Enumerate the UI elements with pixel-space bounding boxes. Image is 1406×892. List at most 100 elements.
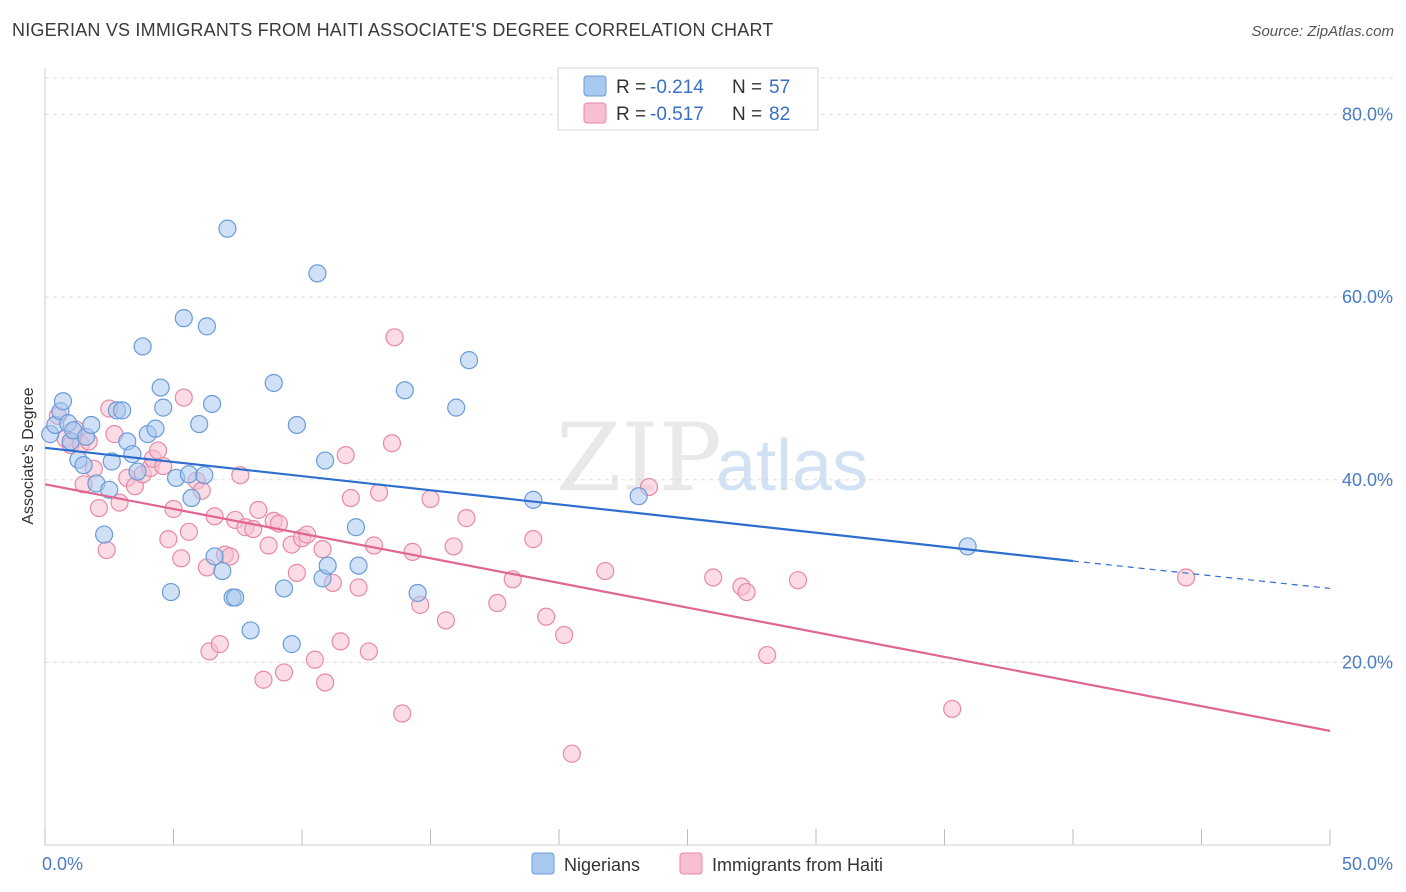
haiti-point-57 [370, 483, 389, 502]
chart-title: NIGERIAN VS IMMIGRANTS FROM HAITI ASSOCI… [12, 20, 774, 40]
nigerian-point-14 [102, 452, 121, 471]
nigerian-point-45 [316, 451, 335, 470]
bottom-legend-swatch-haiti [679, 852, 703, 875]
legend-r-label-1: R = [616, 77, 646, 98]
legend-swatch-haiti [583, 102, 607, 124]
nigerian-point-25 [161, 582, 181, 602]
legend-r-value-2: -0.517 [650, 104, 704, 125]
nigerian-point-41 [274, 579, 294, 598]
nigerian-point-51 [408, 583, 427, 603]
haiti-point-67 [488, 593, 507, 613]
nigerian-point-12 [95, 525, 114, 544]
nigerian-points [41, 219, 977, 654]
nigerian-point-29 [182, 488, 201, 508]
nigerian-point-33 [202, 394, 222, 414]
haiti-trend-line [44, 483, 1331, 732]
haiti-point-51 [331, 632, 350, 651]
nigerian-point-47 [318, 556, 337, 575]
nigerian-point-22 [146, 419, 165, 438]
haiti-point-75 [704, 568, 723, 587]
haiti-point-69 [524, 530, 543, 549]
haiti-point-55 [359, 642, 378, 661]
haiti-point-65 [444, 537, 463, 556]
legend-n-label-2: N = [732, 104, 762, 125]
nigerian-point-49 [349, 556, 368, 575]
nigerian-point-36 [218, 219, 237, 238]
haiti-points [48, 328, 1196, 763]
nigerian-point-3 [53, 392, 73, 411]
y-tick-label-60: 60.0% [1342, 287, 1393, 307]
haiti-point-71 [555, 625, 574, 645]
haiti-point-44 [287, 563, 306, 582]
nigerian-point-35 [213, 561, 232, 581]
nigerian-point-44 [308, 264, 327, 283]
haiti-point-42 [274, 663, 294, 682]
nigerian-point-24 [154, 398, 173, 417]
y-tick-label-80: 80.0% [1342, 105, 1393, 125]
x-tick-label-max: 50.0% [1342, 854, 1393, 874]
haiti-point-53 [341, 488, 360, 508]
haiti-point-39 [259, 536, 278, 555]
haiti-point-61 [403, 542, 422, 561]
nigerian-point-55 [629, 487, 648, 506]
haiti-point-9 [97, 540, 116, 560]
haiti-point-24 [179, 522, 199, 541]
legend-swatch-nigerians [583, 75, 607, 97]
y-tick-label-40: 40.0% [1342, 470, 1393, 490]
x-axis-ticks [44, 829, 1331, 845]
haiti-point-47 [305, 650, 324, 669]
nigerian-point-52 [447, 398, 466, 417]
nigerian-trend-extension [1072, 560, 1331, 590]
y-axis-label: Associate's Degree [20, 387, 37, 524]
haiti-point-77 [737, 582, 756, 602]
nigerian-point-48 [346, 518, 366, 537]
haiti-point-30 [210, 635, 229, 654]
haiti-point-22 [172, 549, 191, 568]
nigerian-point-39 [241, 621, 260, 640]
legend-n-label-1: N = [732, 77, 762, 98]
nigerian-point-34 [205, 547, 224, 566]
watermark-atlas: atlas [716, 426, 868, 506]
x-tick-label-min: 0.0% [42, 854, 83, 874]
legend-box: R = -0.214 N = 57 R = -0.517 N = 82 [557, 67, 819, 131]
nigerian-trend-line [44, 446, 1074, 563]
haiti-point-37 [249, 500, 268, 519]
nigerian-point-16 [112, 401, 132, 420]
nigerian-point-43 [287, 415, 306, 435]
haiti-point-34 [231, 466, 250, 485]
haiti-point-38 [254, 670, 273, 689]
nigerian-point-13 [100, 480, 119, 499]
chart-source: Source: ZipAtlas.com [1251, 23, 1394, 40]
legend-n-value-2: 82 [769, 104, 790, 125]
nigerian-point-42 [282, 635, 301, 654]
legend-r-label-2: R = [616, 104, 646, 125]
nigerian-point-38 [226, 588, 245, 607]
nigerian-point-50 [395, 381, 414, 400]
bottom-legend-label-nigerians: Nigerians [564, 855, 640, 875]
nigerian-point-56 [958, 537, 977, 556]
trend-lines [44, 446, 1331, 732]
haiti-point-18 [148, 441, 168, 460]
nigerian-point-20 [133, 337, 152, 356]
haiti-point-72 [562, 744, 581, 763]
nigerian-point-27 [174, 309, 193, 328]
haiti-point-79 [788, 571, 808, 590]
haiti-point-49 [316, 673, 335, 692]
nigerian-point-28 [179, 465, 199, 484]
haiti-point-81 [1176, 568, 1196, 587]
haiti-point-52 [336, 446, 355, 465]
nigerian-point-53 [459, 351, 479, 370]
haiti-point-73 [596, 561, 615, 581]
nigerian-point-8 [74, 456, 93, 475]
haiti-point-23 [174, 388, 193, 407]
bottom-legend: Nigerians Immigrants from Haiti [531, 852, 883, 875]
haiti-point-8 [89, 498, 109, 518]
haiti-point-20 [159, 530, 178, 549]
haiti-point-78 [758, 645, 777, 665]
nigerian-point-30 [190, 414, 209, 434]
haiti-point-64 [436, 611, 456, 630]
nigerian-point-32 [197, 317, 217, 336]
haiti-point-80 [943, 699, 962, 719]
nigerian-point-23 [151, 378, 170, 397]
y-tick-label-20: 20.0% [1342, 652, 1393, 672]
